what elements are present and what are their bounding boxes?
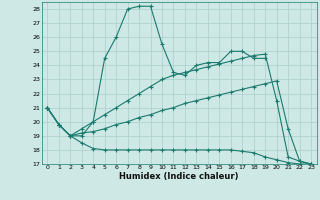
X-axis label: Humidex (Indice chaleur): Humidex (Indice chaleur) xyxy=(119,172,239,181)
